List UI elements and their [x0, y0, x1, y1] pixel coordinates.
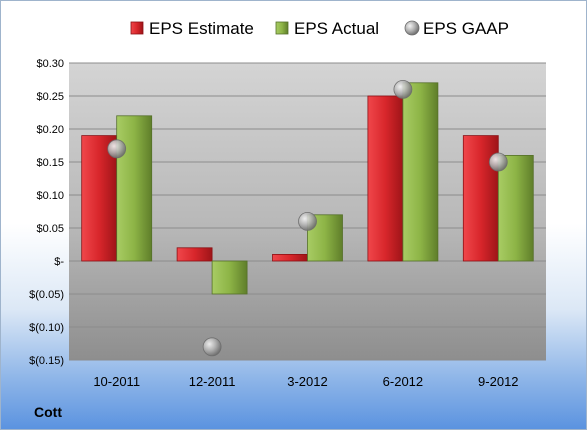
y-tick-label: $0.05	[36, 223, 64, 235]
marker-eps-gaap-3-2012	[298, 211, 317, 231]
x-axis-labels: 10-2011 12-2011 3-2012 6-2012 9-2012	[93, 374, 518, 389]
y-axis-ticks: $0.30 $0.25 $0.20 $0.15 $0.10 $0.05 $- $(0.05) $…	[29, 58, 64, 367]
legend-swatch	[130, 21, 144, 35]
company-label: Cott	[34, 404, 62, 420]
markers-layer	[107, 80, 508, 357]
legend: EPS Estimate EPS Actual EPS GAAP	[130, 19, 509, 38]
x-tick-label: 9-2012	[478, 374, 518, 389]
bar-eps-estimate-3-2012	[272, 253, 308, 262]
bar-eps-actual-9-2012	[497, 154, 534, 262]
y-tick-label: $0.30	[36, 58, 64, 70]
marker-eps-gaap-6-2012	[393, 80, 413, 99]
y-tick-label: $(0.15)	[29, 355, 64, 367]
x-tick-label: 10-2011	[93, 374, 140, 389]
x-tick-label: 6-2012	[383, 374, 423, 389]
marker-eps-gaap-10-2011	[107, 139, 127, 159]
y-tick-label: $0.20	[36, 124, 64, 136]
marker-eps-gaap-12-2011	[202, 337, 222, 357]
bars-layer	[81, 82, 534, 295]
x-tick-label: 12-2011	[189, 374, 236, 389]
legend-item-eps-estimate: EPS Estimate	[130, 19, 254, 38]
bar-eps-actual-6-2012	[402, 82, 439, 262]
bar-eps-actual-12-2011	[211, 260, 248, 295]
marker-eps-gaap-9-2012	[488, 152, 508, 172]
bar-eps-actual-10-2011	[116, 115, 153, 262]
legend-label: EPS Actual	[294, 19, 379, 38]
legend-label: EPS GAAP	[423, 19, 509, 38]
y-tick-label: $0.25	[36, 91, 64, 103]
legend-item-eps-gaap: EPS GAAP	[404, 19, 509, 38]
bar-eps-estimate-10-2011	[81, 135, 118, 262]
y-tick-label: $0.10	[36, 190, 64, 202]
y-tick-label: $(0.10)	[29, 322, 64, 334]
legend-swatch	[275, 21, 289, 35]
x-tick-label: 3-2012	[287, 374, 327, 389]
legend-label: EPS Estimate	[149, 19, 254, 38]
y-tick-label: $-	[54, 256, 64, 268]
legend-item-eps-actual: EPS Actual	[275, 19, 379, 38]
legend-swatch	[404, 20, 420, 36]
y-tick-label: $0.15	[36, 157, 64, 169]
y-tick-label: $(0.05)	[29, 289, 64, 301]
bar-eps-estimate-12-2011	[176, 247, 213, 262]
bar-eps-estimate-6-2012	[367, 95, 404, 262]
